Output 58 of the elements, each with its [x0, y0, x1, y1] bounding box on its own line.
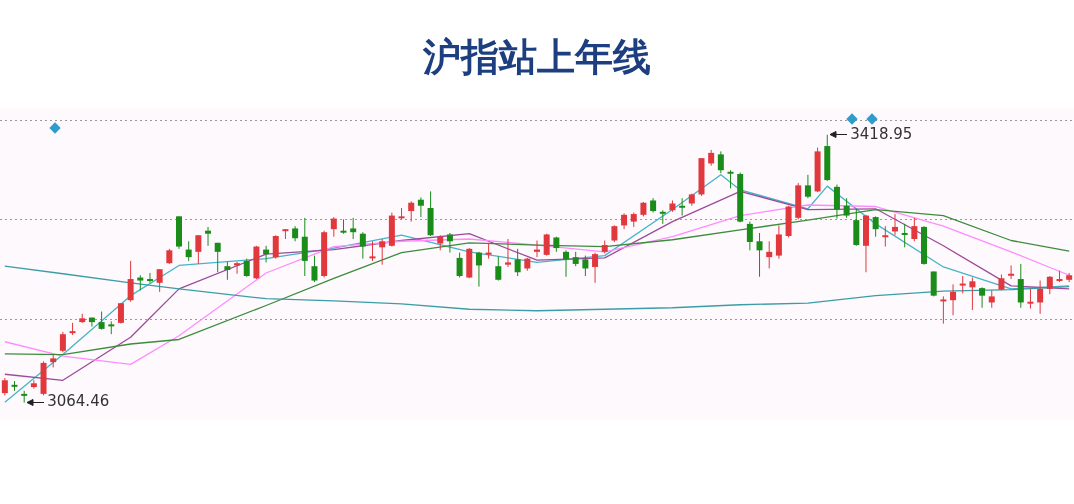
- candlestick: [224, 261, 231, 281]
- candlestick: [746, 221, 753, 251]
- candlestick: [272, 234, 279, 260]
- chart-title: 沪指站上年线: [422, 34, 652, 81]
- candlestick: [185, 240, 192, 262]
- candlestick: [495, 255, 502, 282]
- candlestick: [833, 184, 840, 220]
- candlestick: [717, 150, 724, 174]
- candlestick: [882, 225, 889, 248]
- candlestick: [98, 311, 105, 331]
- candlestick: [766, 240, 773, 269]
- candlestick: [59, 331, 66, 353]
- annotation: 3418.95: [850, 124, 913, 143]
- candlestick: [311, 255, 318, 283]
- candlestick: [582, 255, 589, 277]
- candlestick: [979, 286, 986, 309]
- candlestick: [950, 283, 957, 316]
- candlestick: [446, 232, 453, 254]
- candlestick: [117, 302, 124, 325]
- candlestick: [843, 197, 850, 219]
- candlestick: [195, 234, 202, 265]
- candlestick: [475, 251, 482, 288]
- candlestick: [804, 174, 811, 199]
- candlestick: [214, 242, 221, 273]
- candlestick: [727, 169, 734, 189]
- annotation: 3064.46: [47, 392, 110, 411]
- candlestick: [563, 249, 570, 278]
- candlestick: [969, 277, 976, 311]
- candlestick: [504, 238, 511, 268]
- candlestick: [456, 252, 463, 279]
- candlestick: [156, 268, 163, 293]
- candlestick: [901, 223, 908, 248]
- candlestick: [205, 226, 212, 247]
- candlestick: [408, 200, 415, 223]
- candlestick: [146, 272, 153, 284]
- candlestick: [30, 379, 37, 390]
- candlestick: [1017, 263, 1024, 309]
- candlestick: [359, 231, 366, 260]
- candlestick: [940, 295, 947, 325]
- candlestick: [756, 232, 763, 278]
- candlestick: [592, 252, 599, 284]
- candlestick: [679, 197, 686, 217]
- candlestick: [872, 215, 879, 238]
- candlestick: [127, 260, 134, 303]
- candlestick: [514, 248, 521, 277]
- candlestick: [330, 216, 337, 238]
- candlestick: [417, 196, 424, 218]
- candlestick: [911, 217, 918, 242]
- candlestick: [379, 238, 386, 266]
- candlestick: [369, 240, 376, 262]
- candlestick: [340, 218, 347, 235]
- candlestick: [350, 217, 357, 240]
- candlestick: [1027, 288, 1034, 309]
- candlestick: [775, 224, 782, 260]
- candlestick: [1037, 280, 1044, 315]
- candlestick: [1008, 264, 1015, 280]
- candlestick: [1046, 275, 1053, 295]
- candlestick: [243, 258, 250, 278]
